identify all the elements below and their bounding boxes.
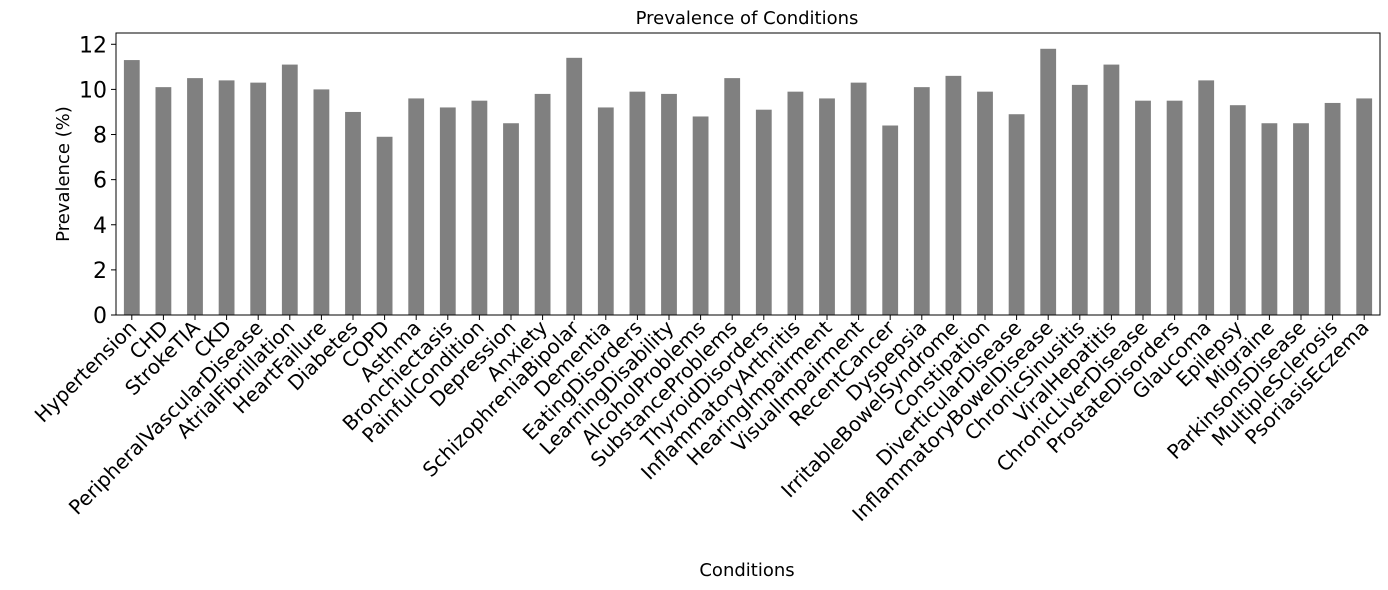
bar [1356,98,1373,315]
bar [123,60,140,315]
x-axis: HypertensionCHDStrokeTIACKDPeripheralVas… [30,315,1374,526]
y-axis-label: Prevalence (%) [53,106,74,242]
y-axis: 0 2 4 6 8 10 12 [79,33,116,329]
bar [408,98,425,315]
bar [629,91,646,315]
bar [1071,84,1088,315]
bar [439,107,456,315]
x-tick-label: Hypertension [30,316,142,428]
y-tick-label: 6 [93,169,107,194]
bar [755,109,772,315]
y-tick-label: 0 [93,304,107,329]
bar [534,93,551,315]
bar [787,91,804,315]
bar [566,57,583,315]
y-tick-label: 2 [93,259,107,284]
bar [819,98,835,315]
bar [1040,48,1057,315]
bar [376,136,393,315]
bar [977,91,993,315]
bar [218,80,235,315]
y-tick-label: 12 [79,33,107,58]
bar [913,87,930,315]
bar [1293,123,1309,316]
bar [597,107,614,315]
x-axis-label: Conditions [699,560,794,581]
bar [692,116,709,315]
chart-title: Prevalence of Conditions [636,8,859,29]
bar [1166,100,1183,316]
bar [345,111,361,316]
bar [850,82,867,315]
bar [1135,100,1151,316]
bar [661,93,677,315]
bar [1198,80,1215,315]
y-tick-label: 8 [93,124,107,149]
bar [155,87,172,315]
bar [1008,114,1025,315]
y-tick-label: 4 [93,214,107,239]
bar [250,82,267,315]
bar [882,125,899,315]
bar [724,78,741,316]
bar [1261,123,1278,316]
bar [945,75,962,315]
bar [1324,102,1341,315]
bar [313,89,330,316]
bar [1229,105,1246,315]
plot-frame [115,32,1381,316]
bars-group [123,48,1373,316]
bar [1103,64,1120,315]
bar [471,100,488,316]
bar [187,78,203,316]
bar [281,64,298,315]
y-tick-label: 10 [79,78,107,103]
bar [503,123,519,316]
